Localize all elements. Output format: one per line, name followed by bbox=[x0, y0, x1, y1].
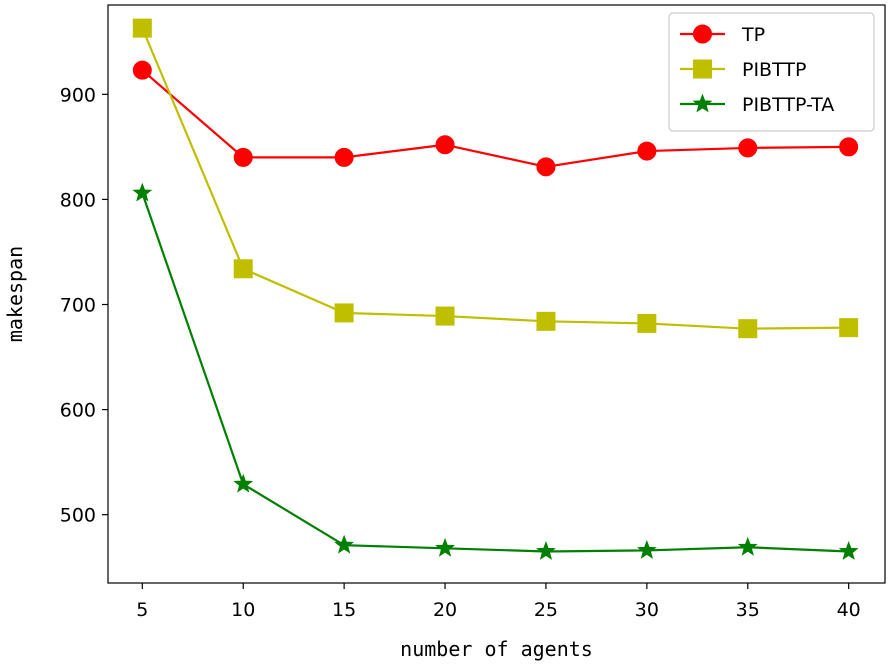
legend-marker-pibttp bbox=[693, 59, 712, 79]
series-line-tp bbox=[141, 69, 849, 168]
plot-marks bbox=[132, 18, 859, 560]
legend-label-tp: TP bbox=[741, 24, 765, 46]
legend-label-pibttp: PIBTTP bbox=[742, 59, 806, 81]
series-line-pibttp-ta bbox=[141, 192, 849, 553]
data-point-tp bbox=[334, 147, 354, 167]
y-tick-label: 500 bbox=[60, 505, 96, 527]
data-point-pibttp bbox=[839, 318, 859, 338]
x-tick-label: 35 bbox=[736, 599, 760, 621]
plot-frame bbox=[107, 4, 886, 584]
series-line-pibttp bbox=[141, 27, 849, 330]
data-point-pibttp-ta bbox=[636, 540, 657, 559]
data-point-tp bbox=[132, 60, 152, 80]
x-axis-label: number of agents bbox=[400, 637, 593, 661]
legend: TP PIBTTP PIBTTP-TA bbox=[668, 12, 875, 132]
y-tick-label: 700 bbox=[60, 295, 96, 317]
legend-marker-pibttp-ta bbox=[692, 93, 713, 113]
y-axis-label: makespan bbox=[3, 246, 27, 342]
x-tick-label: 10 bbox=[231, 599, 255, 621]
data-point-pibttp-ta bbox=[536, 541, 556, 560]
data-point-pibttp bbox=[334, 303, 354, 323]
data-point-tp bbox=[233, 147, 253, 167]
data-point-tp bbox=[738, 138, 758, 158]
axes: 5 10 15 20 25 30 35 40 500 600 700 800 900 bbox=[60, 4, 886, 621]
data-point-tp bbox=[536, 157, 556, 177]
data-point-pibttp bbox=[637, 313, 657, 333]
y-tick-label: 800 bbox=[60, 189, 96, 211]
x-tick-label: 15 bbox=[332, 599, 356, 621]
x-tick-label: 5 bbox=[136, 599, 148, 621]
data-point-tp bbox=[839, 137, 859, 157]
data-point-pibttp bbox=[536, 311, 556, 331]
legend-box bbox=[668, 12, 875, 132]
x-tick-label: 30 bbox=[635, 599, 659, 621]
x-tick-label: 25 bbox=[534, 599, 558, 621]
data-point-pibttp-ta bbox=[838, 541, 859, 560]
x-tick-label: 20 bbox=[433, 599, 457, 621]
legend-marker-tp bbox=[693, 24, 712, 44]
data-point-pibttp-ta bbox=[233, 473, 254, 493]
data-point-tp bbox=[435, 135, 455, 155]
data-point-pibttp-ta bbox=[435, 537, 455, 557]
data-point-tp bbox=[637, 141, 657, 161]
x-tick-label: 40 bbox=[837, 599, 861, 621]
data-point-pibttp-ta bbox=[132, 182, 153, 202]
data-point-pibttp-ta bbox=[737, 536, 758, 556]
y-tick-label: 900 bbox=[60, 84, 96, 106]
data-point-pibttp bbox=[435, 306, 455, 326]
data-point-pibttp bbox=[132, 18, 152, 38]
data-point-pibttp-ta bbox=[334, 534, 355, 554]
data-point-pibttp bbox=[738, 319, 758, 339]
legend-label-pibttp-ta: PIBTTP-TA bbox=[742, 94, 834, 116]
y-tick-label: 600 bbox=[60, 400, 96, 422]
data-point-pibttp bbox=[233, 259, 253, 279]
